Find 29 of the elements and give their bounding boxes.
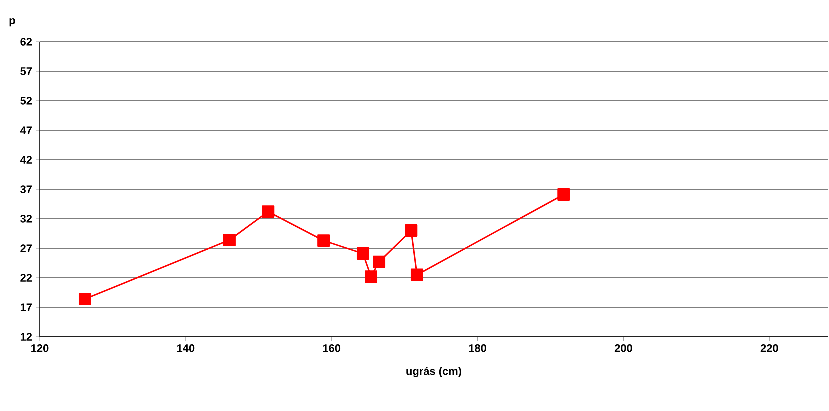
y-tick-label: 12 xyxy=(20,333,32,341)
y-tick-label: 32 xyxy=(20,215,32,223)
y-axis-title: p xyxy=(10,18,16,27)
point xyxy=(365,270,378,284)
x-tick-label: 220 xyxy=(760,344,778,352)
point xyxy=(223,234,236,246)
y-tick-label: 62 xyxy=(20,38,32,46)
y-tick-label: 27 xyxy=(20,244,32,252)
y-tick-label: 22 xyxy=(20,274,32,282)
y-tick-label: 37 xyxy=(20,186,32,194)
x-tick-label: 140 xyxy=(177,344,195,352)
point xyxy=(262,206,275,218)
point xyxy=(78,292,92,306)
point xyxy=(356,248,370,260)
y-tick-label: 42 xyxy=(20,156,32,164)
x-tick-label: 200 xyxy=(614,344,632,352)
y-tick-label: 57 xyxy=(20,68,32,76)
point xyxy=(318,234,330,248)
x-tick-label: 180 xyxy=(469,344,486,352)
y-tick-label: 17 xyxy=(20,304,32,312)
y-tick-label: 52 xyxy=(20,97,32,105)
y-tick-label: 47 xyxy=(20,126,32,134)
point xyxy=(558,188,570,202)
point xyxy=(373,256,386,268)
x-axis-title: ugrás (cm) xyxy=(406,367,462,378)
point xyxy=(410,268,424,282)
x-tick-label: 120 xyxy=(32,344,49,352)
x-tick-label: 160 xyxy=(323,344,341,352)
point xyxy=(405,224,418,238)
